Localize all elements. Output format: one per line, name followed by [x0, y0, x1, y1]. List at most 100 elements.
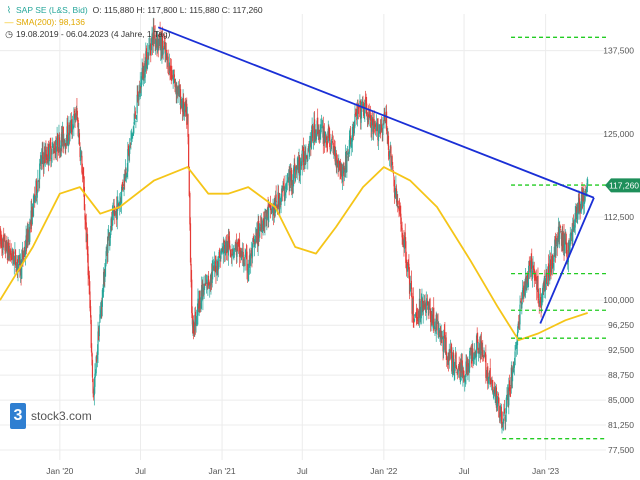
candle-body	[431, 315, 433, 327]
candle-body	[314, 132, 316, 143]
candle-body	[136, 94, 138, 114]
candle-body	[479, 343, 481, 355]
candle-body	[299, 157, 301, 174]
candle-body	[228, 240, 231, 248]
candle-body	[65, 142, 67, 146]
candle-body	[491, 380, 493, 384]
candle-body	[242, 251, 244, 263]
candle-body	[213, 265, 215, 272]
candle-body	[163, 45, 165, 50]
candle-body	[253, 238, 255, 245]
candle-body	[40, 160, 42, 164]
candle-body	[286, 180, 288, 182]
candle-body	[147, 52, 149, 66]
candle-body	[399, 208, 401, 212]
candle-body	[511, 369, 514, 382]
candle-body	[191, 313, 193, 325]
candle-body	[13, 255, 15, 265]
candle-body	[421, 296, 423, 301]
candle-body	[225, 241, 228, 254]
candle-body	[507, 390, 509, 404]
candle-body	[435, 314, 437, 334]
candle-body	[123, 174, 125, 187]
candle-body	[189, 223, 192, 263]
candle-body	[333, 145, 336, 152]
y-tick-label: 85,000	[608, 395, 634, 405]
candle-body	[416, 317, 418, 319]
candle-body	[132, 126, 135, 136]
candle-body	[403, 237, 405, 248]
candle-body	[565, 243, 568, 254]
candle-body	[524, 277, 527, 290]
candle-body	[434, 327, 436, 329]
candle-body	[312, 142, 314, 144]
y-tick-label: 100,000	[603, 295, 634, 305]
candle-body	[495, 387, 498, 408]
legend-sma-row: — SMA(200): 98,136	[4, 16, 263, 28]
candle-body	[240, 247, 242, 258]
candle-body	[117, 200, 119, 204]
candle-body	[101, 289, 103, 307]
candle-body	[223, 240, 225, 243]
candle-body	[315, 133, 318, 140]
candle-body	[179, 89, 182, 110]
candle-body	[100, 308, 102, 312]
candle-body	[530, 257, 532, 262]
candle-body	[309, 142, 311, 143]
candle-body	[160, 39, 162, 56]
candle-body	[215, 265, 217, 274]
candle-body	[200, 297, 202, 310]
watermark-text: stock3.com	[31, 409, 92, 423]
candle-body	[504, 416, 506, 421]
legend-instrument: SAP SE (L&S, Bid)	[16, 5, 88, 15]
candle-body	[231, 253, 233, 257]
candle-body	[158, 32, 161, 42]
candle-body	[585, 187, 587, 197]
candle-body	[251, 243, 254, 257]
candle-body	[358, 108, 360, 110]
candle-body	[188, 166, 190, 196]
candle-body	[137, 99, 139, 101]
candle-body	[298, 156, 300, 176]
candle-body	[506, 396, 508, 400]
candle-body	[187, 114, 189, 137]
sma-line	[0, 166, 588, 342]
candle-body	[340, 169, 342, 175]
candle-body	[91, 351, 93, 357]
candle-body	[328, 128, 331, 141]
candle-body	[55, 146, 57, 155]
candle-body	[248, 255, 251, 268]
candle-body	[296, 167, 298, 171]
candle-body	[215, 270, 218, 272]
candle-body	[18, 255, 20, 258]
candle-body	[305, 156, 308, 158]
candle-body	[176, 86, 178, 97]
candle-body	[447, 355, 449, 365]
candle-body	[321, 126, 323, 128]
candle-body	[198, 290, 200, 307]
candle-body	[165, 50, 167, 52]
candle-body	[17, 263, 19, 272]
candle-body	[269, 202, 272, 211]
candle-body	[513, 364, 516, 368]
candle-body	[364, 99, 366, 113]
candle-body	[296, 166, 298, 169]
candle-body	[141, 67, 143, 80]
candle-body	[226, 241, 228, 251]
candle-body	[466, 365, 468, 373]
candle-body	[529, 262, 531, 273]
candle-body	[359, 100, 362, 120]
candle-body	[182, 97, 184, 111]
candle-body	[194, 311, 197, 326]
candle-body	[454, 362, 456, 371]
candle-body	[479, 340, 481, 353]
candle-body	[254, 241, 256, 243]
candle-body	[473, 357, 475, 364]
candle-body	[243, 265, 245, 267]
candle-body	[551, 254, 553, 267]
candle-body	[380, 124, 382, 131]
candle-body	[29, 220, 32, 225]
candle-body	[355, 112, 357, 115]
candle-body	[251, 249, 253, 259]
candle-body	[97, 331, 99, 355]
